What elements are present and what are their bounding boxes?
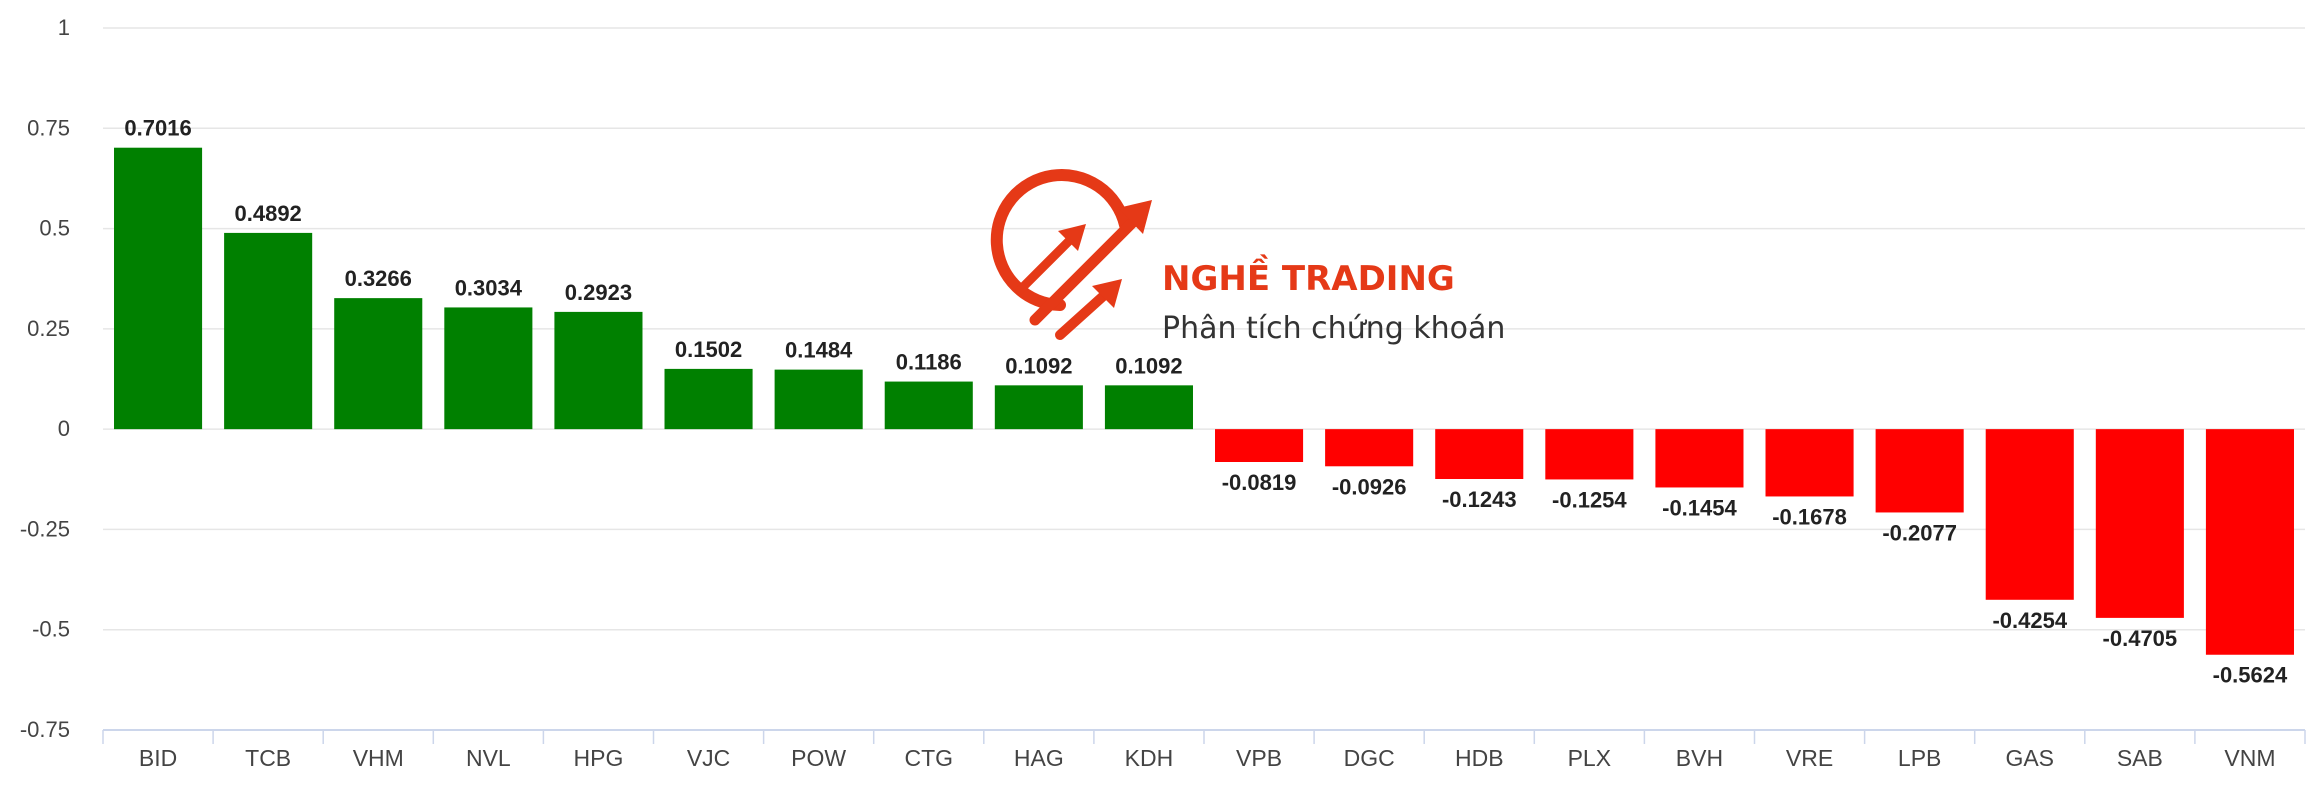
bars <box>114 147 2294 655</box>
bar-vhm <box>334 298 423 430</box>
data-labels: 0.7016 0.4892 0.3266 0.3034 0.2923 0.1502 0.14… <box>124 116 2288 688</box>
data-label: -0.1454 <box>1662 495 1737 520</box>
bar-ctg <box>884 381 973 430</box>
x-tick-label: BVH <box>1676 745 1723 771</box>
data-label: -0.4254 <box>1992 608 2067 633</box>
bar-pow <box>774 369 863 430</box>
bar-dgc <box>1325 429 1414 467</box>
bar-plx <box>1545 429 1634 480</box>
x-tick-label: HDB <box>1455 745 1504 771</box>
y-tick-label: -0.25 <box>20 516 70 541</box>
x-tick-label: VRE <box>1786 745 1833 771</box>
x-tick-label: VPB <box>1236 745 1282 771</box>
bar-vpb <box>1215 429 1304 462</box>
x-tick-label: KDH <box>1125 745 1174 771</box>
data-label: 0.3266 <box>345 266 412 291</box>
watermark: NGHỀ TRADING Phân tích chứng khoán <box>990 169 1505 346</box>
x-axis: BID TCB VHM NVL HPG VJC POW CTG HAG KDH VPB DGC HDB P… <box>102 729 2306 771</box>
data-label: 0.1484 <box>785 338 853 363</box>
x-tick-label: LPB <box>1898 745 1941 771</box>
data-label: -0.0819 <box>1222 470 1297 495</box>
bar-gas <box>1985 429 2074 600</box>
x-tick-label: PLX <box>1568 745 1611 771</box>
x-tick-label: HPG <box>574 745 624 771</box>
watermark-title: NGHỀ TRADING <box>1162 254 1455 299</box>
bar-hag <box>994 385 1083 430</box>
x-tick-label: VJC <box>687 745 730 771</box>
x-tick-label: SAB <box>2117 745 2163 771</box>
data-label: -0.4705 <box>2103 626 2178 651</box>
data-label: 0.1186 <box>896 350 962 375</box>
bar-vre <box>1765 429 1854 497</box>
x-tick-label: VHM <box>353 745 404 771</box>
bar-bid <box>114 147 203 430</box>
data-label: -0.2077 <box>1882 520 1957 545</box>
bar-hdb <box>1435 429 1524 480</box>
data-label: 0.1092 <box>1005 353 1072 378</box>
y-axis-labels: 1 0.75 0.5 0.25 0 -0.25 -0.5 -0.75 <box>20 15 70 742</box>
bar-sab <box>2095 429 2184 618</box>
x-tick-label: DGC <box>1344 745 1395 771</box>
bar-tcb <box>224 232 313 430</box>
data-label: 0.1502 <box>675 337 742 362</box>
bar-kdh <box>1104 385 1193 430</box>
data-label: 0.1092 <box>1115 353 1182 378</box>
data-label: -0.1254 <box>1552 487 1627 512</box>
x-tick-label: HAG <box>1014 745 1064 771</box>
trading-logo-icon <box>990 169 1152 340</box>
x-tick-label: TCB <box>245 745 291 771</box>
bar-vnm <box>2205 429 2294 655</box>
bar-nvl <box>444 307 533 430</box>
x-tick-label: POW <box>791 745 846 771</box>
y-tick-label: 0.25 <box>27 316 70 341</box>
x-tick-label: NVL <box>466 745 511 771</box>
data-label: -0.0926 <box>1332 474 1407 499</box>
x-tick-label: GAS <box>2005 745 2054 771</box>
watermark-subtitle: Phân tích chứng khoán <box>1162 311 1505 346</box>
y-tick-label: -0.75 <box>20 717 70 742</box>
data-label: -0.5624 <box>2213 663 2288 688</box>
y-tick-label: -0.5 <box>32 617 70 642</box>
y-tick-label: 0.5 <box>39 216 70 241</box>
bar-vjc <box>664 368 753 430</box>
x-tick-label: BID <box>139 745 177 771</box>
data-label: 0.3034 <box>455 275 523 300</box>
x-tick-label: VNM <box>2224 745 2275 771</box>
bar-lpb <box>1875 429 1964 513</box>
y-tick-label: 0 <box>58 416 70 441</box>
data-label: 0.7016 <box>124 116 191 141</box>
data-label: 0.4892 <box>235 201 302 226</box>
bar-bvh <box>1655 429 1744 488</box>
x-tick-label: CTG <box>904 745 953 771</box>
data-label: -0.1678 <box>1772 504 1847 529</box>
bar-hpg <box>554 311 643 430</box>
data-label: -0.1243 <box>1442 487 1517 512</box>
data-label: 0.2923 <box>565 280 632 305</box>
y-tick-label: 1 <box>58 15 70 40</box>
y-tick-label: 0.75 <box>27 115 70 140</box>
